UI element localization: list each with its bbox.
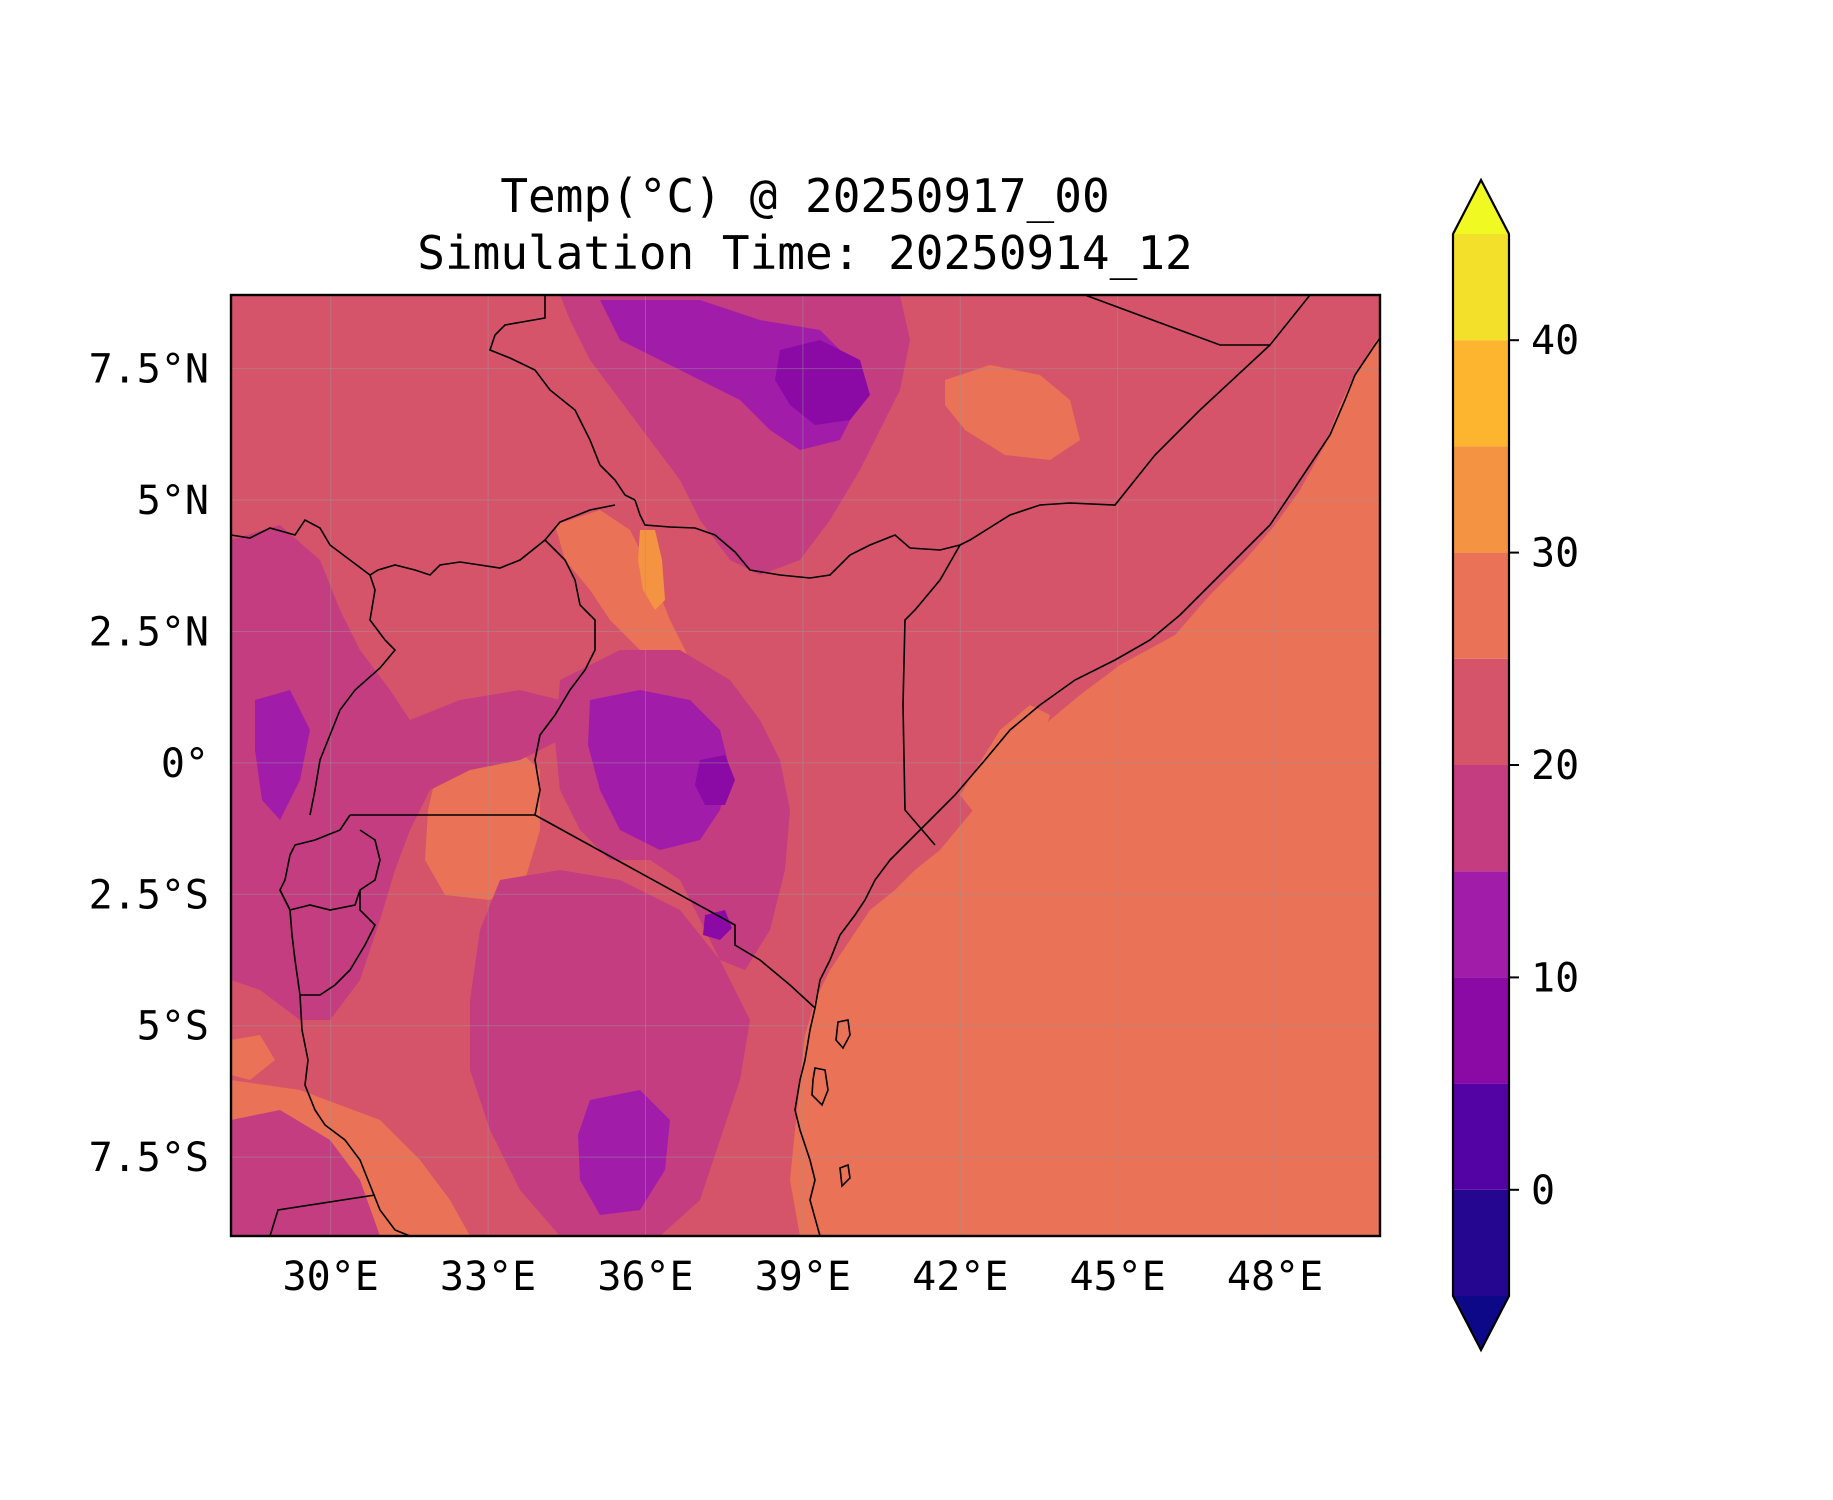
- field-ocean: [790, 335, 1380, 1236]
- boundary-uganda-kenya: [534, 539, 596, 816]
- boundary-ethiopia-somalia-north: [1084, 295, 1311, 346]
- x-tick-label: 48°E: [1227, 1254, 1323, 1300]
- x-axis: 30°E 33°E 36°E 39°E 42°E 45°E 48°E: [283, 1254, 1324, 1300]
- colorbar-under-extension: [1453, 1296, 1509, 1350]
- y-axis: 7.5°N 5°N 2.5°N 0° 2.5°S 5°S 7.5°S: [89, 347, 209, 1182]
- colorbar-band: [1453, 234, 1509, 341]
- colorbar-band: [1453, 658, 1509, 765]
- chart-title-line2: Simulation Time: 20250914_12: [417, 226, 1193, 280]
- field-warm-highlands-n: [945, 365, 1080, 460]
- y-tick-label: 5°N: [137, 478, 209, 524]
- colorbar-band: [1453, 765, 1509, 872]
- colorbar-band: [1453, 1189, 1509, 1296]
- colorbar-band: [1453, 871, 1509, 978]
- x-tick-label: 30°E: [283, 1254, 379, 1300]
- island-mafia: [839, 1163, 851, 1188]
- x-tick-label: 33°E: [440, 1254, 536, 1300]
- boundary-ethiopia-kenya: [634, 499, 961, 579]
- boundary-kenya-somalia: [902, 544, 961, 846]
- boundary-rwanda-burundi: [279, 814, 381, 911]
- boundary-sudan-south-sudan: [489, 295, 636, 501]
- colorbar-band: [1453, 977, 1509, 1084]
- colorbar-over-extension: [1453, 180, 1509, 234]
- field-warm-rift: [555, 510, 690, 690]
- colorbar: 0 10 20 30 40: [1451, 177, 1579, 1353]
- field-warm-coast-s: [960, 705, 1050, 820]
- gridlines: [231, 295, 1380, 1236]
- colorbar-outline: [1451, 177, 1511, 1353]
- field-coldest-kenya: [695, 755, 735, 805]
- y-tick-label: 7.5°N: [89, 347, 209, 393]
- x-tick-label: 42°E: [912, 1254, 1008, 1300]
- colorbar-tick-label: 20: [1531, 743, 1579, 789]
- island-pemba: [835, 1019, 851, 1050]
- field-colder-ethiopia: [600, 300, 860, 450]
- boundary-drc-tanzania-lake: [279, 889, 411, 1236]
- field-colder-kenya: [588, 690, 730, 850]
- colorbar-tick-label: 0: [1531, 1168, 1555, 1214]
- coastline-tanzania: [794, 1007, 821, 1236]
- x-tick-label: 45°E: [1070, 1254, 1166, 1300]
- field-colder-west: [255, 690, 310, 820]
- map-panel: [231, 295, 1380, 1236]
- colorbar-band: [1453, 1083, 1509, 1190]
- colorbar-tick-label: 40: [1531, 318, 1579, 364]
- x-tick-label: 39°E: [755, 1254, 851, 1300]
- colorbar-tick-label: 30: [1531, 531, 1579, 577]
- boundary-zambia-tanzania: [269, 1194, 376, 1236]
- y-tick-label: 7.5°S: [89, 1135, 209, 1181]
- colorbar-band: [1453, 446, 1509, 553]
- y-tick-label: 2.5°S: [89, 872, 209, 918]
- field-warm-sw: [231, 1035, 275, 1080]
- chart-title-line1: Temp(°C) @ 20250917_00: [500, 169, 1110, 223]
- map-frame: [229, 293, 1382, 1238]
- field-cool-tanzania: [470, 870, 750, 1236]
- x-tick-label: 36°E: [597, 1254, 693, 1300]
- field-cool-sw: [231, 1110, 380, 1236]
- field-colder-tanzania: [578, 1090, 670, 1215]
- boundary-south-sudan: [231, 504, 616, 576]
- y-tick-label: 0°: [161, 741, 209, 787]
- field-hot-turkana: [638, 530, 665, 610]
- boundary-uganda-drc: [309, 574, 397, 816]
- boundary-somalia-ethiopia: [959, 344, 1271, 546]
- coastline-east-africa: [814, 337, 1380, 1009]
- field-coldest-ethiopia: [775, 340, 870, 425]
- colorbar-band: [1453, 340, 1509, 447]
- field-warm-lake-victoria: [425, 752, 540, 900]
- boundary-kenya-tanzania: [534, 814, 816, 1009]
- field-cool-west: [231, 525, 560, 1020]
- colorbar-band: [1453, 552, 1509, 659]
- boundary-burundi-tanzania: [300, 890, 376, 996]
- y-tick-label: 2.5°N: [89, 609, 209, 655]
- colorbar-tick-label: 10: [1531, 955, 1579, 1001]
- island-zanzibar: [811, 1067, 829, 1107]
- y-tick-label: 5°S: [137, 1004, 209, 1050]
- country-boundaries: [231, 295, 1380, 1236]
- field-coldest-kilimanjaro: [703, 910, 732, 940]
